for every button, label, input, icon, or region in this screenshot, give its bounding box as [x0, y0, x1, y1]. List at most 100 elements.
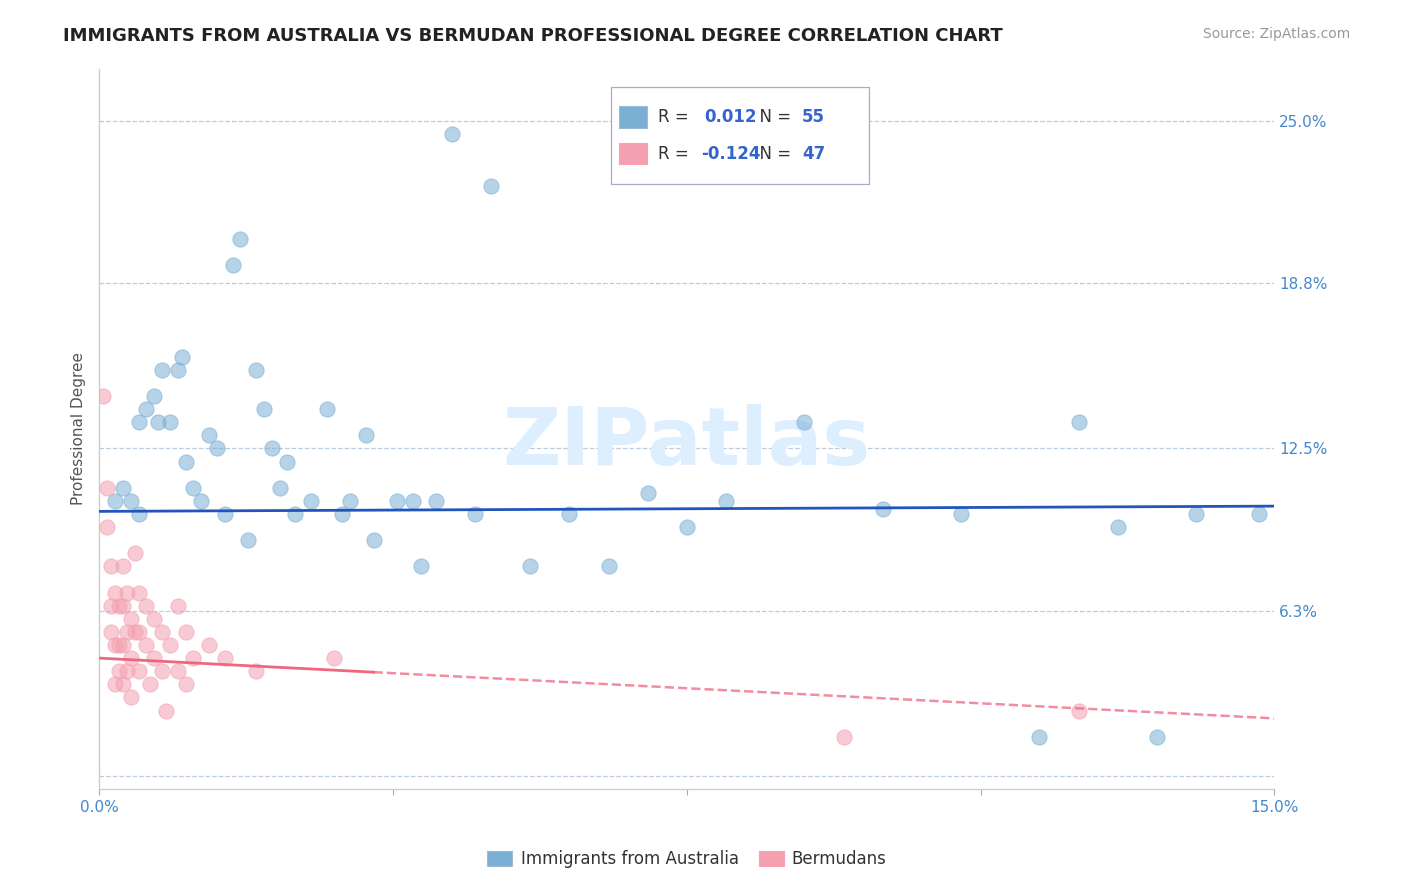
Text: 55: 55 [801, 108, 825, 126]
Point [143, 612, 166, 626]
Text: Source: ZipAtlas.com: Source: ZipAtlas.com [1202, 27, 1350, 41]
Point [150, 664, 173, 678]
Point [198, 638, 221, 652]
Point [111, 559, 134, 574]
Point [183, 481, 205, 495]
Point [354, 428, 377, 442]
Point [135, 599, 157, 613]
Point [402, 494, 425, 508]
Point [598, 559, 620, 574]
Point [115, 585, 138, 599]
Point [198, 428, 221, 442]
Point [238, 533, 260, 548]
Point [150, 624, 173, 639]
Point [96, 481, 118, 495]
Point [166, 363, 188, 377]
Point [108, 664, 131, 678]
Point [1067, 415, 1090, 429]
Point [108, 599, 131, 613]
Point [299, 494, 322, 508]
Point [1028, 730, 1050, 744]
Point [190, 494, 212, 508]
FancyBboxPatch shape [610, 87, 869, 184]
Point [135, 402, 157, 417]
Point [120, 651, 142, 665]
Legend: Immigrants from Australia, Bermudans: Immigrants from Australia, Bermudans [481, 843, 893, 874]
Point [159, 638, 181, 652]
Point [315, 402, 337, 417]
Point [96, 520, 118, 534]
Point [245, 664, 267, 678]
Point [1247, 507, 1270, 521]
FancyBboxPatch shape [619, 143, 647, 164]
Point [111, 599, 134, 613]
Point [1067, 704, 1090, 718]
Point [120, 612, 142, 626]
Point [170, 350, 193, 364]
Point [128, 624, 150, 639]
Point [1185, 507, 1208, 521]
Point [128, 415, 150, 429]
Point [93, 389, 115, 403]
Point [104, 677, 127, 691]
Point [479, 179, 502, 194]
Text: 47: 47 [801, 145, 825, 162]
Point [148, 415, 170, 429]
Point [159, 415, 181, 429]
Point [558, 507, 581, 521]
Point [174, 454, 197, 468]
Point [100, 599, 122, 613]
Point [1107, 520, 1129, 534]
Text: 0.012: 0.012 [704, 108, 756, 126]
Point [166, 664, 188, 678]
Text: N =: N = [749, 108, 797, 126]
Point [174, 677, 197, 691]
Point [339, 494, 361, 508]
Point [253, 402, 276, 417]
Point [108, 638, 131, 652]
Point [135, 638, 157, 652]
Point [793, 415, 815, 429]
Point [124, 546, 146, 560]
Point [637, 486, 659, 500]
Point [245, 363, 267, 377]
Point [174, 624, 197, 639]
Point [104, 494, 127, 508]
Point [276, 454, 298, 468]
Text: ZIPatlas: ZIPatlas [503, 404, 872, 483]
Point [115, 624, 138, 639]
Point [363, 533, 385, 548]
Point [205, 442, 228, 456]
Point [385, 494, 408, 508]
Point [260, 442, 283, 456]
Text: IMMIGRANTS FROM AUSTRALIA VS BERMUDAN PROFESSIONAL DEGREE CORRELATION CHART: IMMIGRANTS FROM AUSTRALIA VS BERMUDAN PR… [63, 27, 1002, 45]
Point [714, 494, 737, 508]
Point [440, 127, 463, 141]
Point [143, 651, 166, 665]
Point [1146, 730, 1168, 744]
Point [111, 677, 134, 691]
Point [100, 624, 122, 639]
Text: R =: R = [658, 145, 693, 162]
Point [425, 494, 447, 508]
Point [872, 501, 894, 516]
Point [115, 664, 138, 678]
Point [120, 494, 142, 508]
Point [183, 651, 205, 665]
Point [676, 520, 699, 534]
Point [330, 507, 353, 521]
Point [229, 232, 252, 246]
Point [284, 507, 307, 521]
Point [464, 507, 486, 521]
Point [323, 651, 346, 665]
Point [120, 690, 142, 705]
Point [214, 507, 236, 521]
Point [950, 507, 973, 521]
Point [214, 651, 236, 665]
Point [409, 559, 432, 574]
FancyBboxPatch shape [619, 106, 647, 128]
Point [128, 507, 150, 521]
Point [832, 730, 855, 744]
Point [519, 559, 541, 574]
Text: N =: N = [749, 145, 797, 162]
